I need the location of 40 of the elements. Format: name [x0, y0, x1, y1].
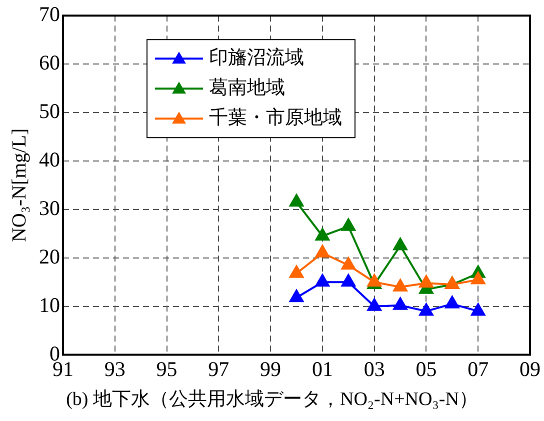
point — [445, 296, 460, 308]
point — [367, 298, 382, 311]
x-tick-label: 97 — [208, 356, 230, 381]
legend-label: 葛南地域 — [209, 76, 285, 99]
x-axis-title: (b) 地下水（公共用水域データ，NO₂-N+NO₃-N） — [65, 388, 479, 412]
legend-label: 千葉・市原地域 — [209, 106, 342, 129]
x-tick-label: 01 — [312, 356, 333, 381]
y-tick-label: 10 — [39, 292, 60, 317]
point — [393, 238, 408, 250]
point — [393, 278, 408, 292]
x-tick-label: 03 — [364, 356, 385, 381]
y-tick-label: 60 — [39, 50, 60, 75]
point — [289, 265, 304, 278]
point — [341, 218, 356, 231]
y-axis-title: NO₃-N[mg/L] — [8, 128, 30, 242]
point — [471, 272, 486, 284]
x-tick-label: 07 — [468, 356, 489, 381]
x-tick-label: 09 — [520, 356, 540, 381]
point — [289, 194, 304, 207]
y-tick-label: 20 — [39, 244, 60, 268]
point — [419, 275, 434, 288]
point — [315, 228, 330, 241]
legend-label: 印旛沼流域 — [209, 46, 304, 69]
y-tick-label: 40 — [39, 147, 60, 172]
point — [315, 245, 330, 258]
point — [315, 274, 330, 287]
x-tick-label: 95 — [156, 356, 178, 381]
x-tick-label: 05 — [416, 356, 437, 381]
point — [471, 303, 486, 316]
point — [289, 290, 304, 302]
point — [393, 297, 408, 310]
point — [419, 303, 434, 316]
y-tick-label: 30 — [39, 196, 60, 220]
point — [341, 274, 356, 287]
y-tick-label: 70 — [39, 2, 60, 26]
x-tick-label: 99 — [260, 356, 282, 381]
point — [341, 257, 356, 270]
y-tick-label: 50 — [39, 99, 60, 124]
point — [367, 274, 382, 287]
x-tick-label: 93 — [104, 356, 126, 381]
